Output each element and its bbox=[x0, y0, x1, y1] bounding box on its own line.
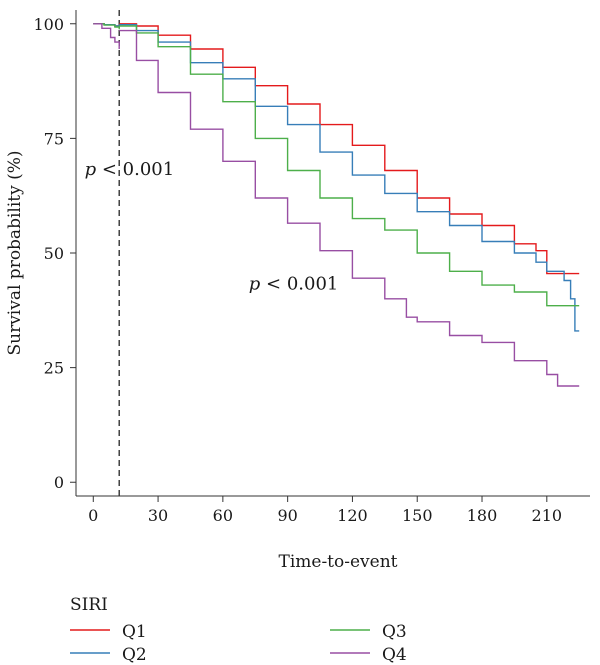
series-q4-line bbox=[119, 29, 580, 387]
x-tick-label: 0 bbox=[88, 506, 98, 525]
x-tick-label: 60 bbox=[213, 506, 233, 525]
series-q3-early-line bbox=[93, 23, 120, 30]
annotations: p < 0.001 p < 0.001 bbox=[85, 159, 339, 295]
series-q2-line bbox=[119, 24, 580, 332]
y-tick-label: 75 bbox=[44, 129, 64, 148]
y-tick-label: 25 bbox=[44, 359, 64, 378]
legend-label-q4: Q4 bbox=[382, 645, 407, 665]
y-tick-label: 100 bbox=[33, 15, 64, 34]
series-q4-early-line bbox=[93, 23, 120, 49]
y-axis-title: Survival probability (%) bbox=[5, 150, 25, 355]
series-q1-line bbox=[119, 23, 580, 275]
y-tick-label: 50 bbox=[44, 244, 64, 263]
legend-label-q3: Q3 bbox=[382, 622, 407, 642]
x-tick-label: 150 bbox=[402, 506, 433, 525]
x-tick-label: 210 bbox=[532, 506, 563, 525]
p-value-annotation: p < 0.001 bbox=[85, 159, 175, 180]
series-q3-line bbox=[119, 25, 580, 307]
p-value-annotation: p < 0.001 bbox=[249, 274, 339, 295]
legend-label-q1: Q1 bbox=[122, 622, 147, 642]
x-axis-title: Time-to-event bbox=[278, 552, 397, 572]
legend: SIRI Q1 Q2 Q3 Q4 bbox=[70, 595, 407, 665]
y-tick-label: 0 bbox=[54, 473, 64, 492]
x-tick-label: 180 bbox=[467, 506, 498, 525]
x-tick-label: 90 bbox=[277, 506, 297, 525]
legend-label-q2: Q2 bbox=[122, 645, 147, 665]
axes: 0 30 60 90 120 150 180 210 0 25 50 75 100 bbox=[33, 10, 590, 525]
plot-area bbox=[93, 10, 580, 496]
x-tick-label: 30 bbox=[148, 506, 168, 525]
x-tick-label: 120 bbox=[337, 506, 368, 525]
legend-title: SIRI bbox=[70, 595, 108, 615]
